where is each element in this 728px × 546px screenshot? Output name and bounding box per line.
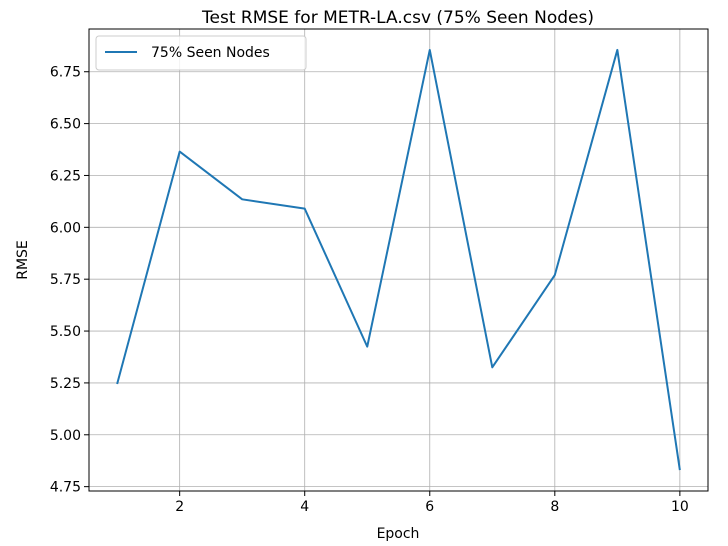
x-tick-label: 10	[671, 499, 689, 515]
x-tick-label: 6	[425, 499, 434, 515]
x-tick-label: 8	[550, 499, 559, 515]
legend-box	[95, 35, 307, 71]
x-tick-label: 4	[300, 499, 309, 515]
series-layer	[116, 48, 681, 471]
y-tick-label: 5.75	[50, 272, 81, 288]
y-tick-label: 6.75	[50, 65, 81, 81]
x-axis-label: Epoch	[377, 526, 420, 542]
data-point	[179, 151, 181, 153]
y-axis-label: RMSE	[15, 240, 31, 280]
data-point	[616, 49, 618, 51]
x-axis-ticks: 2 4 6 8 10	[175, 491, 689, 515]
data-point	[679, 469, 681, 471]
data-point	[429, 49, 431, 51]
y-tick-label: 5.00	[50, 428, 81, 444]
data-point	[241, 198, 243, 200]
y-tick-label: 6.25	[50, 168, 81, 184]
series-line	[116, 48, 681, 471]
y-tick-label: 5.50	[50, 324, 81, 340]
y-tick-label: 6.00	[50, 220, 81, 236]
grid	[89, 29, 708, 491]
data-point	[366, 346, 368, 348]
data-point	[304, 208, 306, 210]
y-tick-label: 6.50	[50, 117, 81, 133]
x-tick-label: 2	[175, 499, 184, 515]
plot-frame	[88, 28, 709, 492]
data-point	[491, 366, 493, 368]
legend-label: 75% Seen Nodes	[151, 45, 270, 61]
data-point	[554, 274, 556, 276]
data-point	[116, 383, 118, 385]
chart-title: Test RMSE for METR-LA.csv (75% Seen Node…	[201, 8, 594, 28]
legend: 75% Seen Nodes	[95, 35, 307, 71]
y-tick-label: 5.25	[50, 376, 81, 392]
y-tick-label: 4.75	[50, 480, 81, 496]
y-axis-ticks: 4.75 5.00 5.25 5.50 5.75 6.00 6.25 6.50 6.75	[50, 65, 89, 496]
